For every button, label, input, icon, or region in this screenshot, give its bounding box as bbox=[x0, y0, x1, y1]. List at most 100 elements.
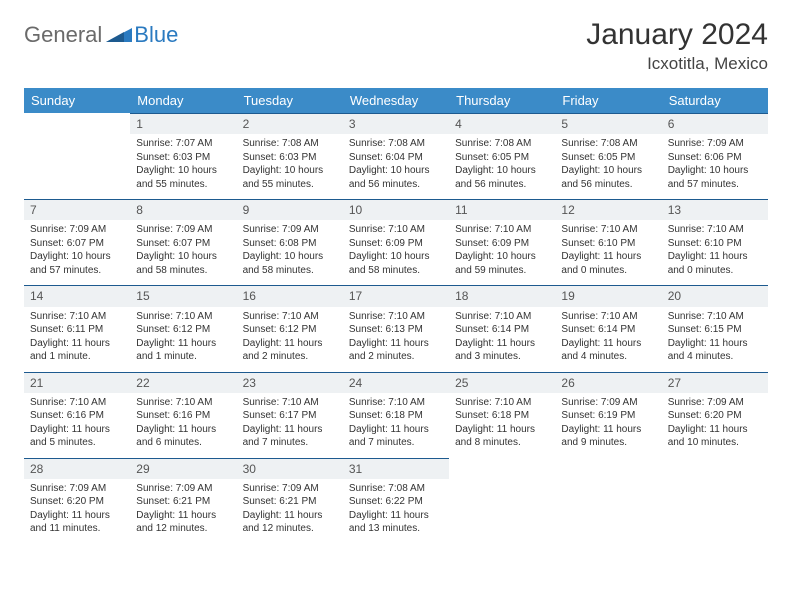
day-line: Sunrise: 7:09 AM bbox=[243, 223, 337, 237]
calendar-cell: 31Sunrise: 7:08 AMSunset: 6:22 PMDayligh… bbox=[343, 458, 449, 544]
calendar-table: Sunday Monday Tuesday Wednesday Thursday… bbox=[24, 88, 768, 544]
day-number: 2 bbox=[237, 113, 343, 134]
day-line: Daylight: 11 hours bbox=[243, 423, 337, 437]
day-line: and 57 minutes. bbox=[30, 264, 124, 278]
logo-text-blue: Blue bbox=[134, 22, 178, 48]
calendar-week-row: 1Sunrise: 7:07 AMSunset: 6:03 PMDaylight… bbox=[24, 113, 768, 199]
day-line: Sunset: 6:05 PM bbox=[561, 151, 655, 165]
day-line: Daylight: 10 hours bbox=[30, 250, 124, 264]
day-line: Sunset: 6:21 PM bbox=[136, 495, 230, 509]
day-line: Sunrise: 7:10 AM bbox=[561, 223, 655, 237]
day-line: and 1 minute. bbox=[30, 350, 124, 364]
day-number: 28 bbox=[24, 458, 130, 479]
header: General Blue January 2024 Icxotitla, Mex… bbox=[24, 18, 768, 74]
day-line: Sunrise: 7:07 AM bbox=[136, 137, 230, 151]
day-line: Daylight: 10 hours bbox=[243, 250, 337, 264]
day-header-row: Sunday Monday Tuesday Wednesday Thursday… bbox=[24, 88, 768, 113]
calendar-cell: 15Sunrise: 7:10 AMSunset: 6:12 PMDayligh… bbox=[130, 285, 236, 371]
calendar-cell: 25Sunrise: 7:10 AMSunset: 6:18 PMDayligh… bbox=[449, 372, 555, 458]
day-number: 26 bbox=[555, 372, 661, 393]
day-body: Sunrise: 7:09 AMSunset: 6:21 PMDaylight:… bbox=[237, 479, 343, 544]
day-line: Sunrise: 7:10 AM bbox=[243, 396, 337, 410]
calendar-week-row: 21Sunrise: 7:10 AMSunset: 6:16 PMDayligh… bbox=[24, 372, 768, 458]
day-line: Daylight: 10 hours bbox=[349, 250, 443, 264]
day-line: and 12 minutes. bbox=[243, 522, 337, 536]
calendar-cell: 16Sunrise: 7:10 AMSunset: 6:12 PMDayligh… bbox=[237, 285, 343, 371]
day-line: Sunrise: 7:09 AM bbox=[30, 223, 124, 237]
day-number: 19 bbox=[555, 285, 661, 306]
day-line: Sunrise: 7:08 AM bbox=[561, 137, 655, 151]
day-line: Daylight: 11 hours bbox=[30, 337, 124, 351]
calendar-cell: 6Sunrise: 7:09 AMSunset: 6:06 PMDaylight… bbox=[662, 113, 768, 199]
day-body: Sunrise: 7:09 AMSunset: 6:07 PMDaylight:… bbox=[130, 220, 236, 285]
day-header: Monday bbox=[130, 88, 236, 113]
day-number: 27 bbox=[662, 372, 768, 393]
day-line: and 2 minutes. bbox=[349, 350, 443, 364]
day-body: Sunrise: 7:10 AMSunset: 6:09 PMDaylight:… bbox=[343, 220, 449, 285]
calendar-cell: 7Sunrise: 7:09 AMSunset: 6:07 PMDaylight… bbox=[24, 199, 130, 285]
day-line: Sunset: 6:09 PM bbox=[455, 237, 549, 251]
day-line: Sunrise: 7:08 AM bbox=[349, 482, 443, 496]
day-line: Daylight: 11 hours bbox=[561, 337, 655, 351]
day-line: Sunset: 6:15 PM bbox=[668, 323, 762, 337]
day-line: Sunrise: 7:09 AM bbox=[136, 223, 230, 237]
day-line: Sunset: 6:04 PM bbox=[349, 151, 443, 165]
day-line: Sunrise: 7:10 AM bbox=[349, 396, 443, 410]
calendar-week-row: 28Sunrise: 7:09 AMSunset: 6:20 PMDayligh… bbox=[24, 458, 768, 544]
day-number: 7 bbox=[24, 199, 130, 220]
day-number: 13 bbox=[662, 199, 768, 220]
day-line: Sunrise: 7:10 AM bbox=[349, 223, 443, 237]
day-body: Sunrise: 7:10 AMSunset: 6:13 PMDaylight:… bbox=[343, 307, 449, 372]
day-body bbox=[24, 118, 130, 176]
day-number: 22 bbox=[130, 372, 236, 393]
day-line: Daylight: 11 hours bbox=[455, 423, 549, 437]
calendar-cell bbox=[555, 458, 661, 544]
day-body: Sunrise: 7:08 AMSunset: 6:04 PMDaylight:… bbox=[343, 134, 449, 199]
day-line: and 7 minutes. bbox=[243, 436, 337, 450]
day-line: Daylight: 11 hours bbox=[668, 337, 762, 351]
day-line: and 55 minutes. bbox=[243, 178, 337, 192]
day-line: Sunset: 6:19 PM bbox=[561, 409, 655, 423]
day-body: Sunrise: 7:10 AMSunset: 6:12 PMDaylight:… bbox=[237, 307, 343, 372]
day-number: 3 bbox=[343, 113, 449, 134]
day-line: Daylight: 10 hours bbox=[455, 164, 549, 178]
calendar-cell: 19Sunrise: 7:10 AMSunset: 6:14 PMDayligh… bbox=[555, 285, 661, 371]
day-header: Saturday bbox=[662, 88, 768, 113]
calendar-cell: 17Sunrise: 7:10 AMSunset: 6:13 PMDayligh… bbox=[343, 285, 449, 371]
day-line: Sunset: 6:03 PM bbox=[136, 151, 230, 165]
day-line: Sunset: 6:07 PM bbox=[136, 237, 230, 251]
day-line: and 0 minutes. bbox=[668, 264, 762, 278]
day-line: and 58 minutes. bbox=[349, 264, 443, 278]
day-body: Sunrise: 7:09 AMSunset: 6:20 PMDaylight:… bbox=[662, 393, 768, 458]
day-body: Sunrise: 7:10 AMSunset: 6:15 PMDaylight:… bbox=[662, 307, 768, 372]
day-line: Sunset: 6:16 PM bbox=[136, 409, 230, 423]
day-line: Sunset: 6:14 PM bbox=[561, 323, 655, 337]
day-line: Daylight: 11 hours bbox=[243, 509, 337, 523]
calendar-cell: 27Sunrise: 7:09 AMSunset: 6:20 PMDayligh… bbox=[662, 372, 768, 458]
day-line: Sunrise: 7:10 AM bbox=[455, 396, 549, 410]
calendar-cell: 14Sunrise: 7:10 AMSunset: 6:11 PMDayligh… bbox=[24, 285, 130, 371]
calendar-cell: 22Sunrise: 7:10 AMSunset: 6:16 PMDayligh… bbox=[130, 372, 236, 458]
day-line: Sunset: 6:16 PM bbox=[30, 409, 124, 423]
logo-triangle-icon bbox=[106, 24, 132, 47]
day-number: 30 bbox=[237, 458, 343, 479]
day-line: Daylight: 10 hours bbox=[136, 250, 230, 264]
day-line: Daylight: 10 hours bbox=[349, 164, 443, 178]
day-line: Daylight: 11 hours bbox=[243, 337, 337, 351]
day-number: 16 bbox=[237, 285, 343, 306]
day-line: Sunrise: 7:10 AM bbox=[668, 223, 762, 237]
day-body: Sunrise: 7:10 AMSunset: 6:09 PMDaylight:… bbox=[449, 220, 555, 285]
day-body: Sunrise: 7:09 AMSunset: 6:06 PMDaylight:… bbox=[662, 134, 768, 199]
day-line: Sunrise: 7:10 AM bbox=[136, 310, 230, 324]
day-line: Sunset: 6:21 PM bbox=[243, 495, 337, 509]
day-line: and 10 minutes. bbox=[668, 436, 762, 450]
day-line: and 7 minutes. bbox=[349, 436, 443, 450]
day-number: 8 bbox=[130, 199, 236, 220]
day-number: 31 bbox=[343, 458, 449, 479]
day-line: Sunset: 6:17 PM bbox=[243, 409, 337, 423]
day-header: Tuesday bbox=[237, 88, 343, 113]
day-line: Sunset: 6:10 PM bbox=[561, 237, 655, 251]
day-body: Sunrise: 7:10 AMSunset: 6:17 PMDaylight:… bbox=[237, 393, 343, 458]
day-line: and 1 minute. bbox=[136, 350, 230, 364]
calendar-cell bbox=[24, 113, 130, 199]
